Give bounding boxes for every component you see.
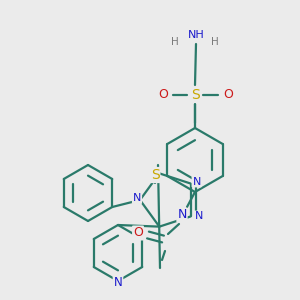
Text: O: O: [223, 88, 233, 101]
Text: N: N: [133, 193, 141, 203]
Text: O: O: [158, 88, 168, 101]
Text: H: H: [196, 213, 204, 223]
Text: N: N: [193, 176, 201, 187]
Text: N: N: [114, 275, 122, 289]
Text: NH: NH: [188, 30, 204, 40]
Text: H: H: [171, 37, 179, 47]
Text: S: S: [151, 168, 159, 182]
Text: S: S: [190, 88, 200, 102]
Text: N: N: [194, 212, 203, 221]
Text: H: H: [211, 37, 219, 47]
Text: N: N: [177, 208, 187, 221]
Text: O: O: [133, 226, 143, 239]
